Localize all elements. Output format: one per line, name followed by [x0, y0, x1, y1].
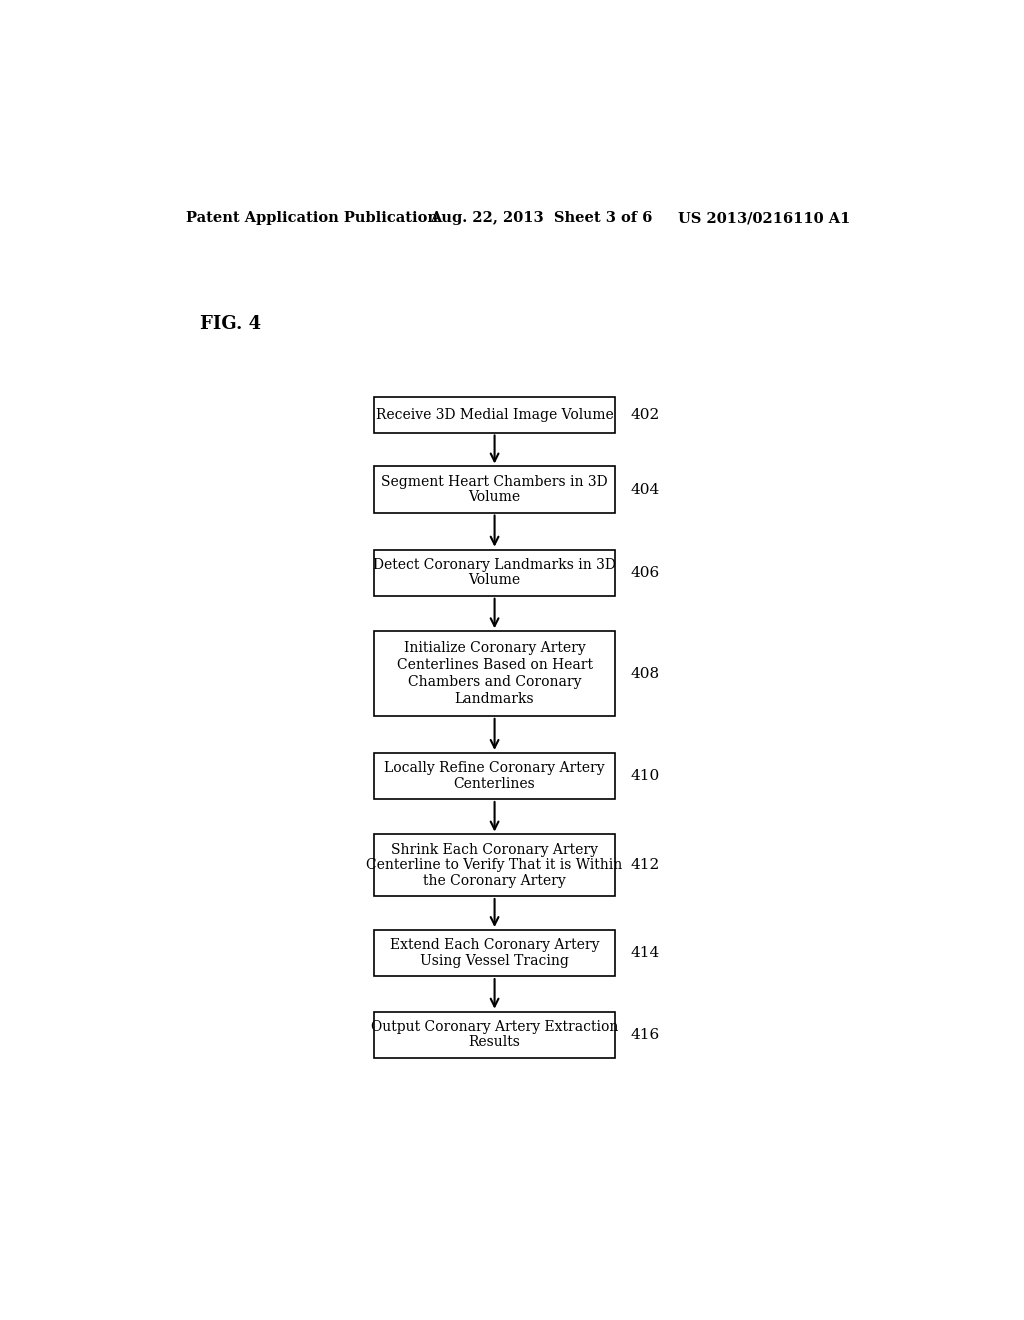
- Text: Detect Coronary Landmarks in 3D: Detect Coronary Landmarks in 3D: [373, 558, 616, 572]
- Text: 404: 404: [630, 483, 659, 496]
- Text: US 2013/0216110 A1: US 2013/0216110 A1: [678, 211, 851, 226]
- Text: Centerlines Based on Heart: Centerlines Based on Heart: [396, 659, 593, 672]
- Text: Locally Refine Coronary Artery: Locally Refine Coronary Artery: [384, 762, 605, 775]
- Text: Output Coronary Artery Extraction: Output Coronary Artery Extraction: [371, 1020, 618, 1034]
- Text: Segment Heart Chambers in 3D: Segment Heart Chambers in 3D: [381, 475, 608, 488]
- Text: Extend Each Coronary Artery: Extend Each Coronary Artery: [390, 939, 599, 952]
- Text: 406: 406: [630, 566, 659, 579]
- FancyBboxPatch shape: [375, 1011, 614, 1057]
- Text: 414: 414: [630, 946, 659, 960]
- Text: 402: 402: [630, 408, 659, 422]
- Text: 410: 410: [630, 770, 659, 783]
- Text: 412: 412: [630, 858, 659, 873]
- FancyBboxPatch shape: [375, 466, 614, 512]
- Text: Landmarks: Landmarks: [455, 692, 535, 706]
- Text: 408: 408: [630, 667, 659, 681]
- FancyBboxPatch shape: [375, 929, 614, 977]
- Text: Shrink Each Coronary Artery: Shrink Each Coronary Artery: [391, 843, 598, 857]
- Text: FIG. 4: FIG. 4: [200, 315, 261, 333]
- FancyBboxPatch shape: [375, 397, 614, 433]
- Text: the Coronary Artery: the Coronary Artery: [423, 874, 566, 887]
- FancyBboxPatch shape: [375, 549, 614, 595]
- Text: 416: 416: [630, 1028, 659, 1041]
- Text: Patent Application Publication: Patent Application Publication: [186, 211, 438, 226]
- FancyBboxPatch shape: [375, 631, 614, 715]
- FancyBboxPatch shape: [375, 834, 614, 896]
- Text: Receive 3D Medial Image Volume: Receive 3D Medial Image Volume: [376, 408, 613, 422]
- Text: Results: Results: [469, 1035, 520, 1049]
- Text: Aug. 22, 2013  Sheet 3 of 6: Aug. 22, 2013 Sheet 3 of 6: [430, 211, 652, 226]
- Text: Using Vessel Tracing: Using Vessel Tracing: [420, 954, 569, 968]
- Text: Initialize Coronary Artery: Initialize Coronary Artery: [403, 642, 586, 655]
- Text: Chambers and Coronary: Chambers and Coronary: [408, 675, 582, 689]
- Text: Centerline to Verify That it is Within: Centerline to Verify That it is Within: [367, 858, 623, 873]
- Text: Centerlines: Centerlines: [454, 776, 536, 791]
- FancyBboxPatch shape: [375, 752, 614, 799]
- Text: Volume: Volume: [469, 573, 520, 587]
- Text: Volume: Volume: [469, 490, 520, 504]
